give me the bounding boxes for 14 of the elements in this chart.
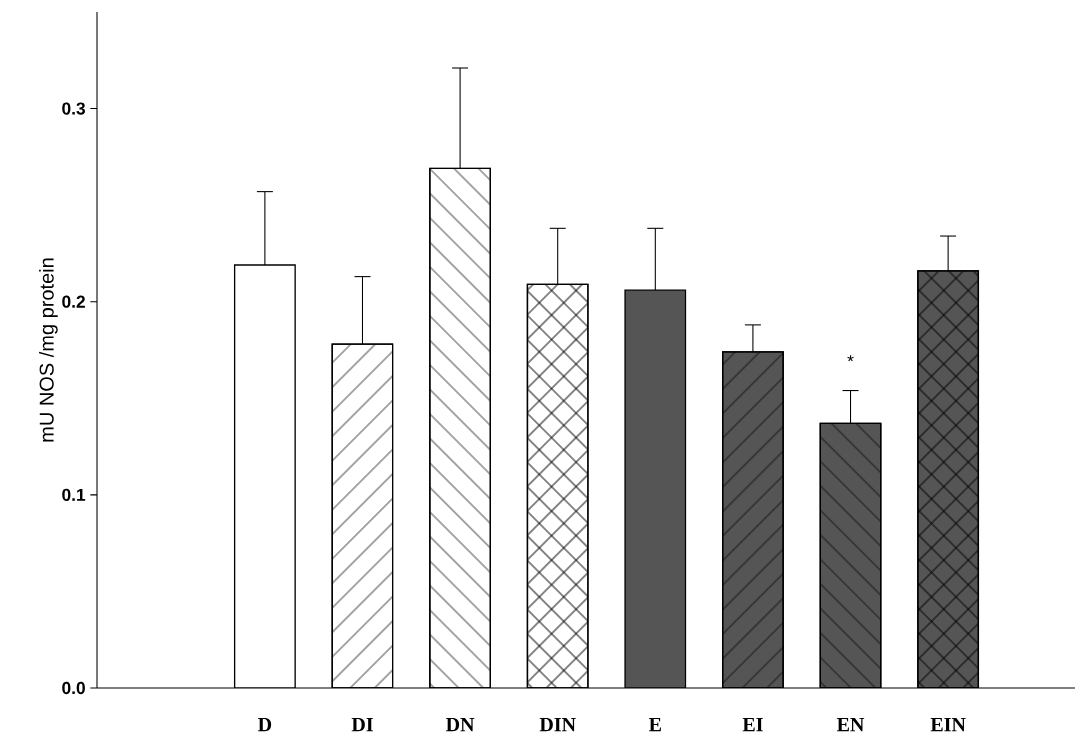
x-tick-label: EI (742, 718, 763, 732)
x-tick-label: D (258, 718, 272, 732)
y-axis-title: mU NOS /mg protein (39, 258, 58, 442)
x-tick-label: EN (836, 718, 865, 732)
annotation: * (847, 355, 854, 362)
x-tick-label: DN (446, 718, 475, 732)
y-tick-label: 0.1 (62, 488, 86, 501)
y-tick-label: 0.2 (62, 295, 85, 308)
x-tick-label: DIN (539, 718, 576, 732)
x-tick-label: EIN (930, 718, 966, 732)
y-tick-label: 0.3 (62, 102, 85, 115)
y-tick-label: 0.0 (62, 681, 85, 695)
x-tick-label: DI (351, 718, 373, 732)
x-tick-label: E (648, 718, 661, 732)
